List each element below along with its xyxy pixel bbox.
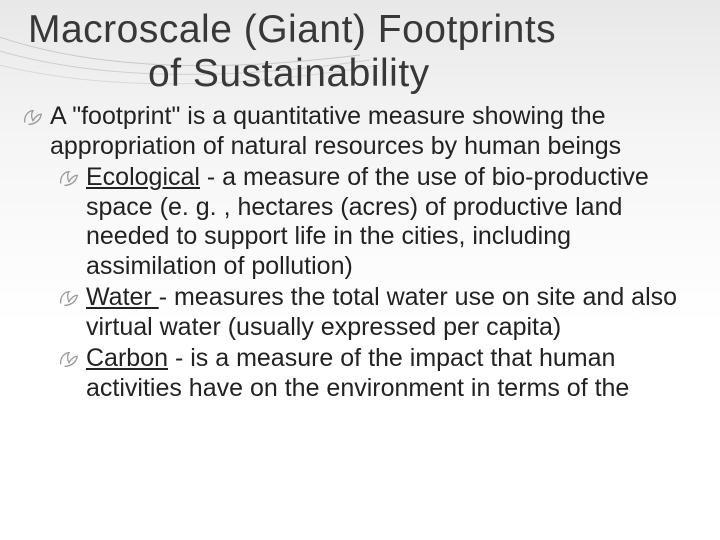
slide-title: Macroscale (Giant) Footprints of Sustain…: [28, 8, 700, 95]
sub-bullet-carbon: Carbon - is a measure of the impact that…: [58, 344, 700, 403]
term-carbon: Carbon: [86, 344, 168, 372]
title-line2: of Sustainability: [28, 52, 700, 96]
term-ecological: Ecological: [86, 163, 200, 191]
slide: Macroscale (Giant) Footprints of Sustain…: [0, 0, 720, 540]
term-water: Water: [86, 283, 159, 311]
sub-bullet-ecological: Ecological - a measure of the use of bio…: [58, 163, 700, 281]
sub-bullet-water: Water - measures the total water use on …: [58, 283, 700, 342]
rest-water: - measures the total water use on site a…: [86, 283, 677, 341]
slide-body: A "footprint" is a quantitative measure …: [22, 102, 700, 407]
title-line1-b: (Giant) Footprints: [244, 8, 556, 51]
bullet-main: A "footprint" is a quantitative measure …: [22, 102, 700, 403]
bullet-main-text: A "footprint" is a quantitative measure …: [50, 102, 621, 160]
rest-carbon: - is a measure of the impact that human …: [86, 344, 629, 402]
title-line1-a: Macroscale: [28, 8, 244, 51]
